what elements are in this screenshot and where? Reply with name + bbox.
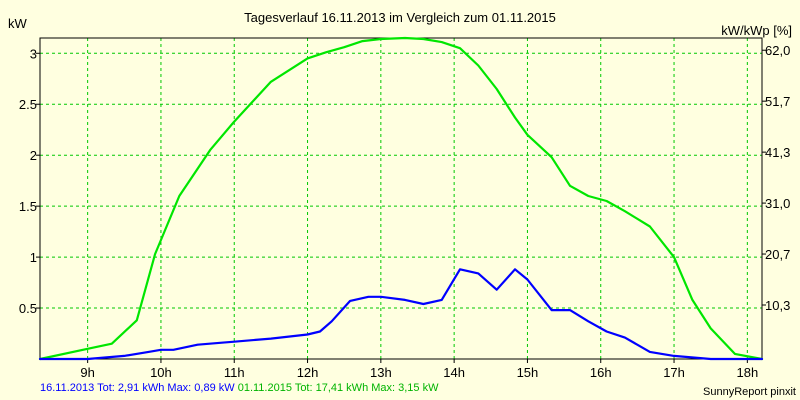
legend-footer: 16.11.2013 Tot: 2,91 kWh Max: 0,89 kW 01…	[40, 382, 438, 394]
series-line-16-11-2013	[38, 268, 764, 361]
right-y-axis: 10,3 20,7 31,0 41,3 51,7 62,0	[762, 43, 790, 313]
y-tick-label-right: 51,7	[765, 94, 790, 109]
y-tick-label-left: 1	[30, 250, 37, 265]
series-line-01-11-2015	[38, 36, 764, 361]
legend-series-2015: 01.11.2015 Tot: 17,41 kWh Max: 3,15 kW	[237, 382, 439, 394]
y-tick-label-left: 2.5	[19, 97, 37, 112]
x-tick-label: 10h	[150, 365, 172, 380]
grid-lines	[40, 38, 762, 359]
y-tick-label-right: 62,0	[765, 43, 790, 58]
y-tick-label-left: 3	[30, 46, 37, 61]
y-tick-label-right: 31,0	[765, 196, 790, 211]
x-tick-label: 16h	[590, 365, 612, 380]
x-tick-label: 12h	[297, 365, 319, 380]
x-tick-label: 17h	[663, 365, 685, 380]
x-tick-label: 14h	[443, 365, 465, 380]
y-tick-label-left: 0.5	[19, 301, 37, 316]
chart-title: Tagesverlauf 16.11.2013 im Vergleich zum…	[244, 10, 556, 25]
plot-frame	[39, 37, 763, 360]
left-y-axis: 0.5 1 1.5 2 2.5 3	[19, 46, 40, 316]
series-lines	[38, 36, 764, 361]
y-tick-label-left: 1.5	[19, 199, 37, 214]
x-tick-label: 11h	[224, 365, 245, 380]
x-tick-label: 15h	[517, 365, 539, 380]
credit-text: SunnyReport pinxit	[703, 386, 796, 398]
y-tick-label-right: 20,7	[765, 247, 790, 262]
x-axis: 9h 10h 11h 12h 13h 14h 15h 16h 17h 18h	[80, 359, 758, 380]
y-tick-label-left: 2	[30, 148, 37, 163]
legend-series-2013: 16.11.2013 Tot: 2,91 kWh Max: 0,89 kW	[40, 382, 235, 394]
y-tick-label-right: 10,3	[765, 298, 790, 313]
x-tick-label: 9h	[80, 365, 94, 380]
left-axis-unit: kW	[8, 16, 27, 31]
x-tick-label: 13h	[370, 365, 392, 380]
x-tick-label: 18h	[736, 365, 758, 380]
y-tick-label-right: 41,3	[765, 145, 790, 160]
right-axis-unit: kW/kWp [%]	[721, 23, 792, 38]
